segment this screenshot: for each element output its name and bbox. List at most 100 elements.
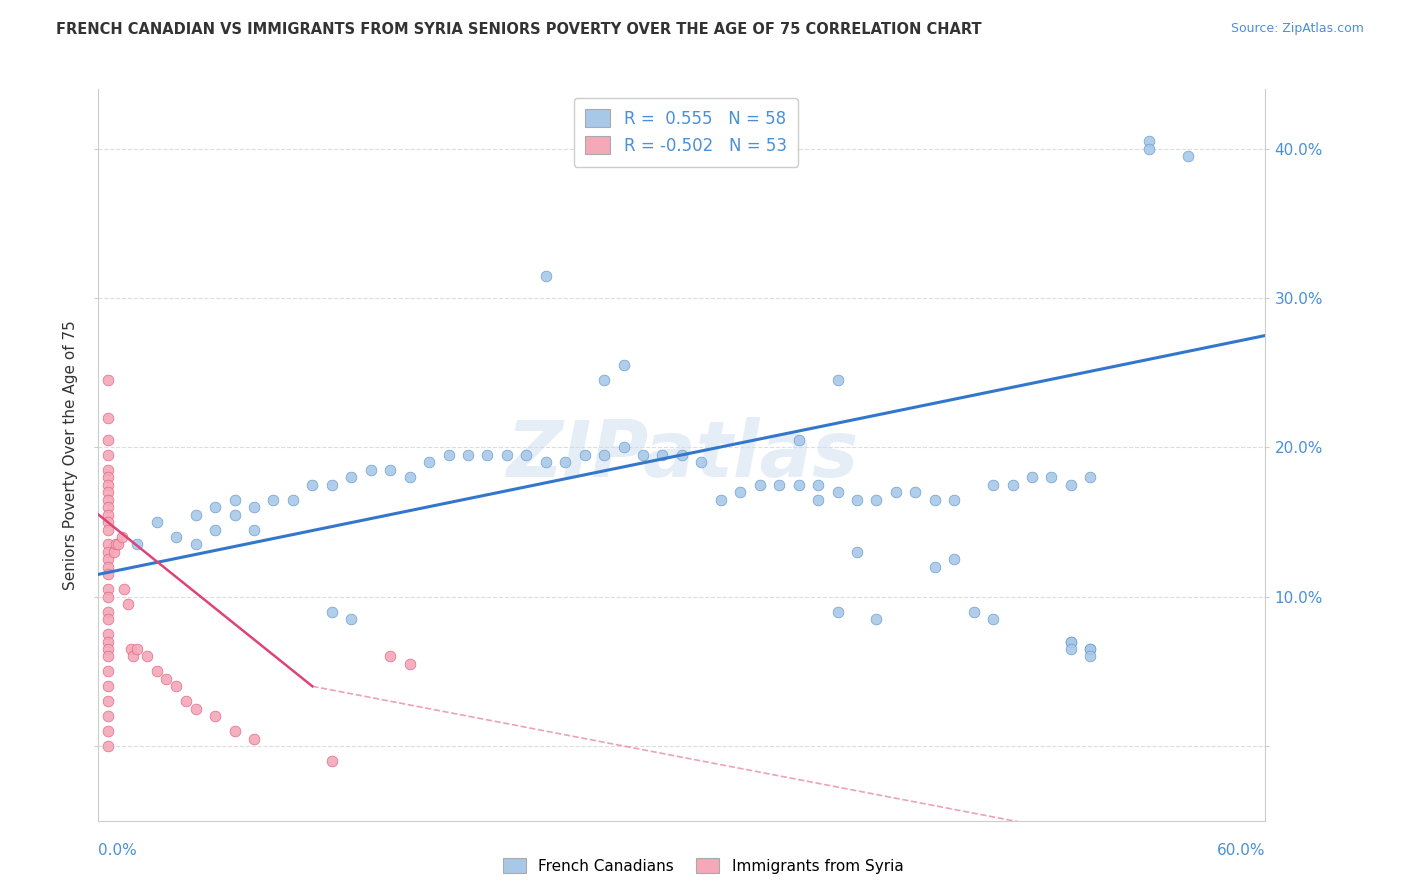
Point <box>1001 477 1024 491</box>
Point <box>613 359 636 373</box>
Point <box>97 679 120 693</box>
Point <box>360 463 382 477</box>
Point <box>262 492 284 507</box>
Point <box>165 679 187 693</box>
Point <box>593 448 616 462</box>
Text: ZIPatlas: ZIPatlas <box>506 417 858 493</box>
Point <box>97 627 120 641</box>
Point <box>534 455 557 469</box>
Point <box>495 448 517 462</box>
Point <box>827 605 849 619</box>
Point <box>554 455 576 469</box>
Point <box>787 477 810 491</box>
Point <box>122 649 145 664</box>
Point <box>97 634 120 648</box>
Point <box>97 537 120 551</box>
Point <box>146 665 169 679</box>
Point <box>97 373 120 387</box>
Legend: French Canadians, Immigrants from Syria: French Canadians, Immigrants from Syria <box>496 852 910 880</box>
Point <box>748 477 770 491</box>
Point <box>1080 470 1102 484</box>
Point <box>418 455 440 469</box>
Point <box>846 545 869 559</box>
Point <box>281 492 304 507</box>
Point <box>97 492 120 507</box>
Point <box>378 463 402 477</box>
Point <box>807 477 830 491</box>
Point <box>378 649 402 664</box>
Point <box>111 530 134 544</box>
Point <box>97 709 120 723</box>
Point <box>243 731 266 746</box>
Point <box>146 515 169 529</box>
Point <box>884 485 907 500</box>
Y-axis label: Seniors Poverty Over the Age of 75: Seniors Poverty Over the Age of 75 <box>63 320 79 590</box>
Point <box>807 492 830 507</box>
Point <box>97 470 120 484</box>
Point <box>1137 135 1160 149</box>
Point <box>1080 649 1102 664</box>
Point <box>943 552 966 566</box>
Point <box>204 523 226 537</box>
Point <box>103 545 125 559</box>
Text: 60.0%: 60.0% <box>1218 843 1265 858</box>
Point <box>301 477 323 491</box>
Text: FRENCH CANADIAN VS IMMIGRANTS FROM SYRIA SENIORS POVERTY OVER THE AGE OF 75 CORR: FRENCH CANADIAN VS IMMIGRANTS FROM SYRIA… <box>56 22 981 37</box>
Point <box>97 649 120 664</box>
Point <box>97 552 120 566</box>
Point <box>398 470 420 484</box>
Point <box>127 537 149 551</box>
Point <box>104 537 127 551</box>
Point <box>827 485 849 500</box>
Point <box>97 508 120 522</box>
Point <box>710 492 733 507</box>
Point <box>97 665 120 679</box>
Point <box>593 373 616 387</box>
Point <box>97 485 120 500</box>
Text: Source: ZipAtlas.com: Source: ZipAtlas.com <box>1230 22 1364 36</box>
Point <box>165 530 187 544</box>
Point <box>97 515 120 529</box>
Point <box>184 537 207 551</box>
Point <box>534 268 557 283</box>
Point <box>943 492 966 507</box>
Point <box>437 448 460 462</box>
Point <box>224 508 246 522</box>
Point <box>457 448 479 462</box>
Point <box>97 582 120 597</box>
Point <box>107 537 129 551</box>
Point <box>981 477 1004 491</box>
Point <box>136 649 159 664</box>
Point <box>1021 470 1043 484</box>
Point <box>224 724 246 739</box>
Point <box>97 500 120 515</box>
Point <box>112 582 135 597</box>
Point <box>827 373 849 387</box>
Point <box>321 477 343 491</box>
Point <box>321 754 343 768</box>
Point <box>174 694 197 708</box>
Point <box>846 492 869 507</box>
Point <box>398 657 420 671</box>
Point <box>1080 642 1102 657</box>
Point <box>184 508 207 522</box>
Point <box>730 485 752 500</box>
Point <box>97 463 120 477</box>
Point <box>1080 642 1102 657</box>
Point <box>1137 142 1160 156</box>
Point <box>515 448 537 462</box>
Point <box>97 545 120 559</box>
Point <box>574 448 596 462</box>
Point <box>97 612 120 626</box>
Point <box>97 477 120 491</box>
Point <box>97 448 120 462</box>
Point <box>243 500 266 515</box>
Point <box>97 523 120 537</box>
Point <box>1177 149 1199 163</box>
Point <box>651 448 673 462</box>
Point <box>97 642 120 657</box>
Point <box>204 500 226 515</box>
Point <box>671 448 693 462</box>
Point <box>97 739 120 753</box>
Point <box>865 612 887 626</box>
